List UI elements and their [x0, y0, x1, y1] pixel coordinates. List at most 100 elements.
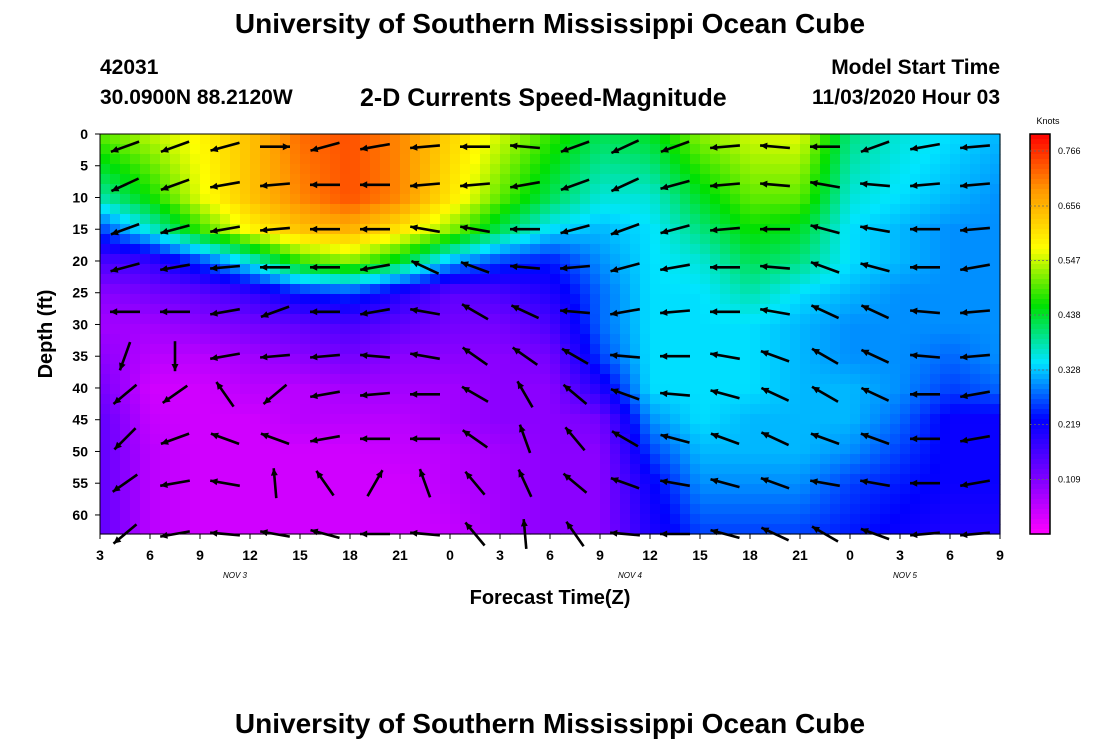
heatmap-cell — [920, 424, 931, 435]
heatmap-cell — [490, 164, 501, 175]
heatmap-cell — [790, 164, 801, 175]
heatmap-cell — [600, 444, 611, 455]
heatmap-cell — [850, 224, 861, 235]
heatmap-cell — [410, 464, 421, 475]
current-vector — [359, 352, 391, 359]
heatmap-cell — [310, 164, 321, 175]
heatmap-cell — [970, 274, 981, 285]
heatmap-cell — [560, 274, 571, 285]
heatmap-cell — [610, 244, 621, 255]
heatmap-cell — [370, 444, 381, 455]
heatmap-cell — [170, 384, 181, 395]
heatmap-cell — [140, 254, 151, 265]
heatmap-cell — [650, 444, 661, 455]
heatmap-cell — [950, 404, 961, 415]
heatmap-cell — [670, 484, 681, 495]
heatmap-cell — [900, 464, 911, 475]
heatmap-cell — [170, 484, 181, 495]
heatmap-cell — [770, 214, 781, 225]
heatmap-cell — [530, 194, 541, 205]
heatmap-cell — [870, 234, 881, 245]
current-vector — [110, 308, 140, 316]
heatmap-cell — [530, 274, 541, 285]
heatmap-cell — [480, 414, 491, 425]
heatmap-cell — [330, 484, 341, 495]
current-vector — [410, 259, 440, 275]
heatmap-cell — [730, 234, 741, 245]
heatmap-cell — [890, 294, 901, 305]
heatmap-cell — [590, 504, 601, 515]
heatmap-cell — [420, 244, 431, 255]
heatmap-cell — [570, 164, 581, 175]
heatmap-cell — [750, 494, 761, 505]
heatmap-cell — [320, 164, 331, 175]
colorbar-segment — [1030, 434, 1050, 440]
heatmap-cell — [640, 434, 651, 445]
heatmap-cell — [310, 174, 321, 185]
current-vector — [560, 224, 590, 235]
heatmap-cell — [390, 474, 401, 485]
heatmap-cell — [480, 344, 491, 355]
heatmap-cell — [430, 344, 441, 355]
heatmap-cell — [400, 194, 411, 205]
heatmap-cell — [350, 474, 361, 485]
heatmap-cell — [740, 244, 751, 255]
colorbar-segment — [1030, 459, 1050, 465]
heatmap-cell — [130, 144, 141, 155]
heatmap-cell — [220, 284, 231, 295]
heatmap-cell — [300, 264, 311, 275]
heatmap-cell — [200, 294, 211, 305]
heatmap-cell — [950, 164, 961, 175]
heatmap-cell — [970, 474, 981, 485]
heatmap-cell — [490, 524, 501, 535]
heatmap-cell — [150, 454, 161, 465]
heatmap-cell — [540, 174, 551, 185]
heatmap-cell — [960, 204, 971, 215]
heatmap-cell — [360, 454, 371, 465]
heatmap-cell — [370, 304, 381, 315]
heatmap-cell — [990, 394, 1001, 405]
heatmap-cell — [270, 254, 281, 265]
heatmap-cell — [130, 304, 141, 315]
heatmap-cell — [320, 414, 331, 425]
heatmap-cell — [450, 424, 461, 435]
heatmap-cell — [440, 184, 451, 195]
heatmap-cell — [260, 474, 271, 485]
heatmap-cell — [460, 324, 471, 335]
heatmap-cell — [700, 484, 711, 495]
heatmap-cell — [440, 364, 451, 375]
y-tick-label: 35 — [72, 348, 88, 364]
heatmap-cell — [130, 254, 141, 265]
heatmap-cell — [260, 504, 271, 515]
heatmap-cell — [950, 334, 961, 345]
heatmap-cell — [500, 434, 511, 445]
heatmap-cell — [820, 514, 831, 525]
heatmap-cell — [590, 484, 601, 495]
current-vector — [909, 182, 941, 189]
heatmap-cell — [840, 224, 851, 235]
heatmap-cell — [330, 294, 341, 305]
heatmap-cell — [460, 174, 471, 185]
heatmap-cell — [930, 404, 941, 415]
heatmap-cell — [580, 314, 591, 325]
heatmap-cell — [100, 284, 111, 295]
heatmap-cell — [320, 284, 331, 295]
heatmap-cell — [560, 254, 571, 265]
heatmap-cell — [970, 334, 981, 345]
heatmap-cell — [840, 164, 851, 175]
heatmap-cell — [170, 254, 181, 265]
heatmap-cell — [150, 134, 161, 145]
colorbar-segment — [1030, 424, 1050, 430]
heatmap-cell — [670, 454, 681, 465]
heatmap-cell — [580, 154, 591, 165]
heatmap-cell — [770, 414, 781, 425]
heatmap-cell — [960, 314, 971, 325]
heatmap-cell — [850, 404, 861, 415]
heatmap-cell — [150, 394, 161, 405]
heatmap-cell — [600, 204, 611, 215]
heatmap-cell — [310, 374, 321, 385]
heatmap-cell — [550, 344, 561, 355]
heatmap-cell — [780, 374, 791, 385]
heatmap-cell — [910, 244, 921, 255]
heatmap-cell — [530, 254, 541, 265]
